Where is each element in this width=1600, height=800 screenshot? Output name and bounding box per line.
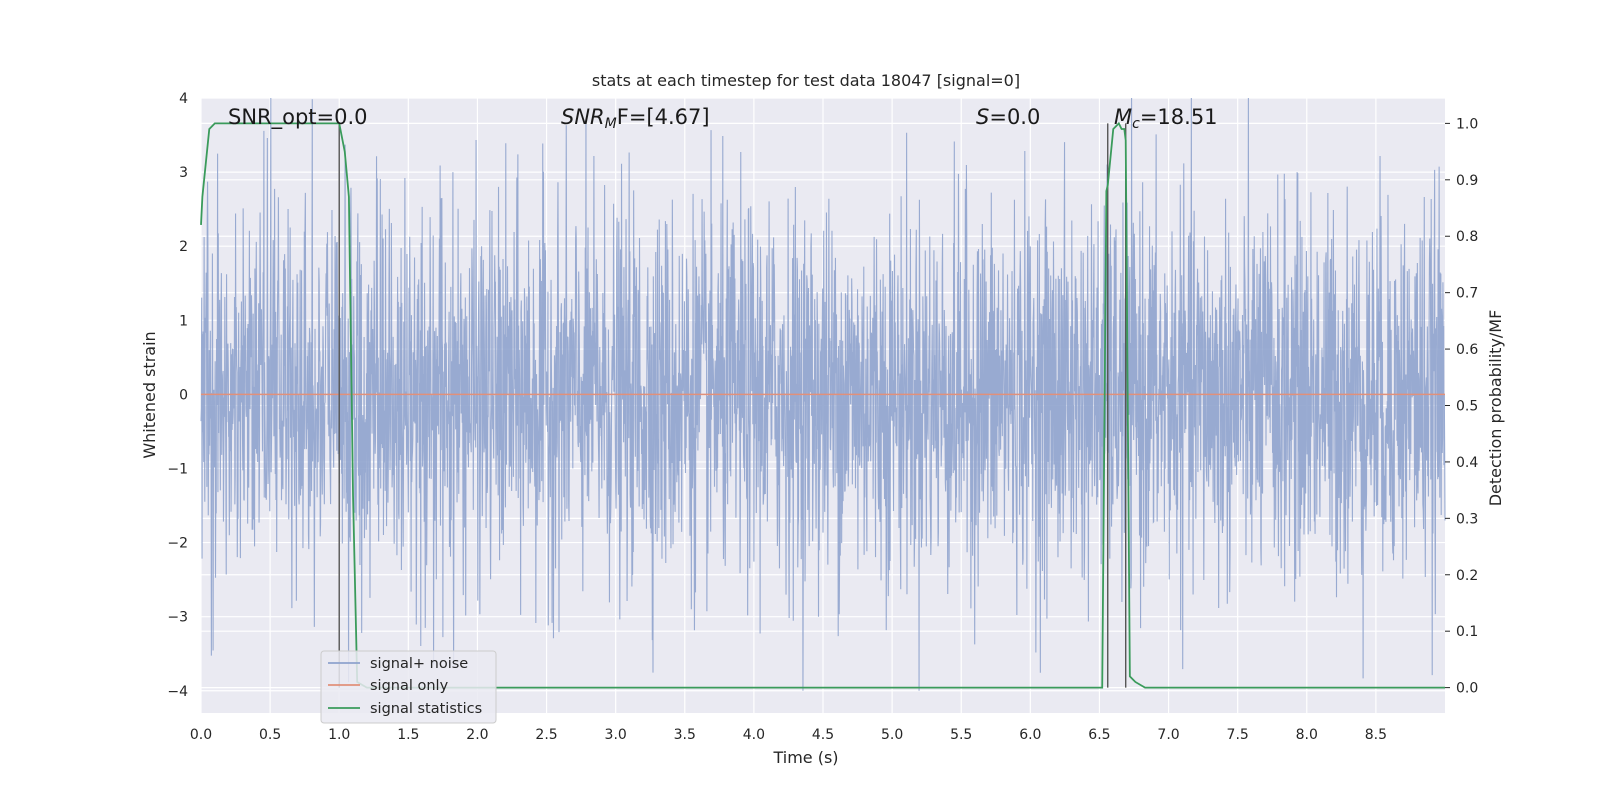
y2-tick-label: 0.3 (1456, 511, 1478, 527)
x-tick-label: 4.5 (812, 727, 834, 743)
y-tick-label: 0 (179, 387, 188, 403)
y-tick-label: −4 (167, 684, 188, 700)
annotation-s: S=0.0 (976, 105, 1040, 129)
legend-label-signal-only: signal only (370, 678, 449, 694)
y-tick-label: −1 (167, 461, 188, 477)
y-tick-label: 1 (179, 313, 188, 329)
x-tick-label: 3.0 (605, 727, 627, 743)
y-axis-ticks: 4 3 2 1 0 −1 −2 −3 −4 (167, 91, 188, 700)
y-tick-label: 4 (179, 91, 188, 107)
y2-tick-label: 0.0 (1456, 681, 1478, 697)
y2-tick-label: 0.9 (1456, 173, 1478, 189)
y-tick-label: −3 (167, 610, 188, 626)
legend-box (320, 650, 497, 724)
y2-tick-label: 0.5 (1456, 399, 1478, 415)
x-tick-label: 3.5 (674, 727, 696, 743)
y2-tick-label: 0.6 (1456, 342, 1478, 358)
y2-tick-label: 1.0 (1456, 116, 1478, 132)
legend-label-signal-statistics: signal statistics (370, 701, 482, 717)
y2-tick-label: 0.8 (1456, 229, 1478, 245)
x-tick-label: 6.5 (1088, 727, 1110, 743)
x-tick-label: 2.0 (466, 727, 488, 743)
series-signal-noise (200, 97, 1446, 691)
x-tick-label: 7.5 (1227, 727, 1249, 743)
x-tick-label: 6.0 (1019, 727, 1041, 743)
y2-tick-label: 0.2 (1456, 568, 1478, 584)
y2-tick-label: 0.1 (1456, 624, 1478, 640)
x-tick-label: 5.0 (881, 727, 903, 743)
series-group (200, 121, 1445, 689)
noise-series-group (200, 97, 1446, 691)
y-tick-label: 2 (179, 239, 188, 255)
legend: signal+ noise signal only signal statist… (320, 650, 497, 724)
x-tick-label: 0.0 (190, 727, 212, 743)
annotation-mc: Mc=18.51 (1114, 105, 1218, 132)
y-axis-label: Whitened strain (140, 331, 159, 458)
series-signal-statistics (200, 121, 1445, 689)
x-tick-label: 5.5 (950, 727, 972, 743)
legend-label-signal-noise: signal+ noise (370, 656, 468, 672)
y-tick-label: −2 (167, 536, 188, 552)
x-tick-label: 1.0 (328, 727, 350, 743)
y2-axis-label: Detection probability/MF (1486, 310, 1505, 507)
x-tick-label: 0.5 (259, 727, 281, 743)
x-tick-label: 4.0 (743, 727, 765, 743)
x-tick-label: 8.0 (1296, 727, 1318, 743)
chart-title: stats at each timestep for test data 180… (592, 71, 1020, 90)
y-tick-label: 3 (179, 165, 188, 181)
x-tick-label: 8.5 (1365, 727, 1387, 743)
x-tick-label: 7.0 (1157, 727, 1179, 743)
y2-axis-ticks: 1.0 0.9 0.8 0.7 0.6 0.5 0.4 0.3 0.2 0.1 0.0 (1445, 116, 1478, 697)
annotation-snr-mf: SNRMF=[4.67] (561, 105, 710, 132)
y2-tick-label: 0.7 (1456, 286, 1478, 302)
x-axis-label: Time (s) (772, 748, 838, 767)
annotation-snr-opt: SNR_opt=0.0 (228, 105, 368, 130)
x-axis-ticks: 0.0 0.5 1.0 1.5 2.0 2.5 3.0 3.5 4.0 4.5 5.0 5.5 6.0 6… (190, 727, 1387, 743)
x-tick-label: 2.5 (535, 727, 557, 743)
y2-tick-label: 0.4 (1456, 455, 1478, 471)
x-tick-label: 1.5 (397, 727, 419, 743)
